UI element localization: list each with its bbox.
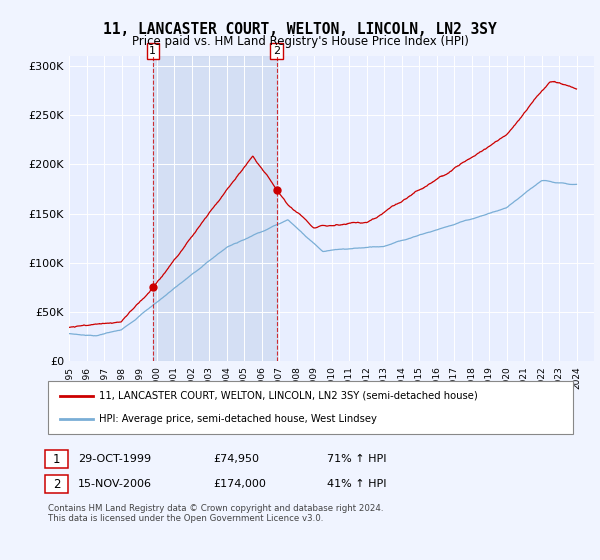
Text: 41% ↑ HPI: 41% ↑ HPI	[327, 479, 386, 489]
Text: Price paid vs. HM Land Registry's House Price Index (HPI): Price paid vs. HM Land Registry's House …	[131, 35, 469, 48]
Text: £174,000: £174,000	[213, 479, 266, 489]
Text: 29-OCT-1999: 29-OCT-1999	[78, 454, 151, 464]
Bar	[153, 56, 277, 361]
Text: Contains HM Land Registry data © Crown copyright and database right 2024.
This d: Contains HM Land Registry data © Crown c…	[48, 504, 383, 524]
Text: 11, LANCASTER COURT, WELTON, LINCOLN, LN2 3SY (semi-detached house): 11, LANCASTER COURT, WELTON, LINCOLN, LN…	[99, 391, 478, 401]
Text: 11, LANCASTER COURT, WELTON, LINCOLN, LN2 3SY: 11, LANCASTER COURT, WELTON, LINCOLN, LN…	[103, 22, 497, 38]
Text: 2: 2	[53, 478, 60, 491]
Text: £74,950: £74,950	[213, 454, 259, 464]
Text: 1: 1	[149, 46, 157, 56]
Text: 15-NOV-2006: 15-NOV-2006	[78, 479, 152, 489]
Text: 71% ↑ HPI: 71% ↑ HPI	[327, 454, 386, 464]
Text: 1: 1	[53, 452, 60, 466]
Text: 2: 2	[273, 46, 280, 56]
Text: HPI: Average price, semi-detached house, West Lindsey: HPI: Average price, semi-detached house,…	[99, 414, 377, 424]
